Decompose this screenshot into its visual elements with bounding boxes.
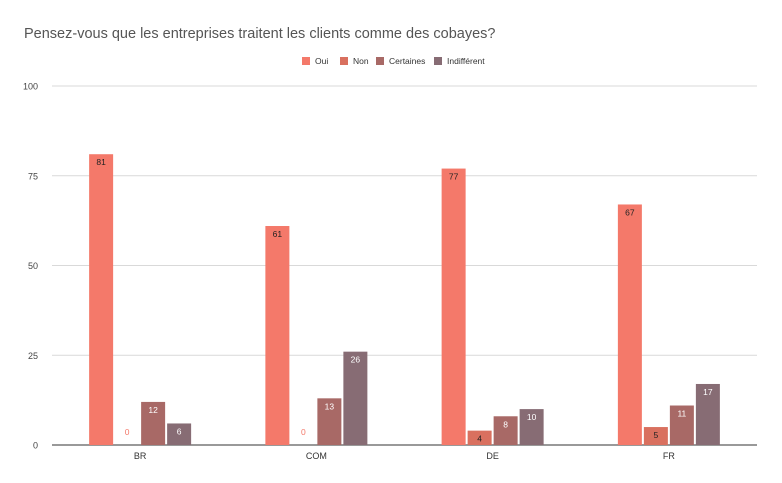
bar	[141, 401, 166, 445]
y-tick-label: 100	[23, 82, 38, 92]
legend-label: Certaines	[389, 56, 425, 66]
data-label: 17	[703, 387, 713, 397]
data-label: 26	[351, 355, 361, 365]
bar	[467, 430, 492, 445]
data-label: 10	[527, 412, 537, 422]
legend-swatch	[302, 57, 310, 65]
legend: Oui Non Certaines Indifférent	[302, 56, 485, 66]
data-label: 11	[677, 409, 686, 419]
data-label: 61	[273, 229, 283, 239]
bar	[669, 405, 694, 445]
legend-label: Indifférent	[447, 56, 485, 66]
legend-label: Non	[353, 56, 369, 66]
bar	[519, 409, 544, 445]
legend-label: Oui	[315, 56, 328, 66]
y-tick-label: 0	[33, 441, 38, 451]
data-label: 5	[654, 430, 659, 440]
data-label: 0	[301, 427, 306, 437]
y-tick-label: 25	[28, 351, 38, 361]
x-tick-label: BR	[134, 451, 147, 461]
bars	[89, 154, 720, 445]
data-label: 67	[625, 207, 635, 217]
data-label: 8	[503, 419, 508, 429]
data-label: 77	[449, 172, 459, 182]
bar	[695, 383, 720, 445]
y-tick-label: 75	[28, 171, 38, 181]
data-label: 4	[477, 434, 482, 444]
bar	[317, 398, 342, 445]
bar	[441, 168, 466, 445]
bar	[89, 154, 114, 445]
y-tick-label: 50	[28, 261, 38, 271]
data-label: 81	[96, 157, 106, 167]
x-tick-label: DE	[486, 451, 499, 461]
x-tick-label: COM	[306, 451, 327, 461]
bar	[617, 204, 642, 445]
data-label: 12	[148, 405, 158, 415]
legend-swatch	[376, 57, 384, 65]
y-axis-ticks: 0 25 50 75 100	[23, 82, 38, 451]
gridlines	[52, 85, 757, 446]
bar	[343, 351, 368, 445]
x-tick-label: FR	[663, 451, 675, 461]
chart-title: Pensez-vous que les entreprises traitent…	[24, 26, 495, 42]
legend-swatch	[340, 57, 348, 65]
data-label: 0	[125, 427, 130, 437]
bar	[643, 427, 668, 445]
x-axis-ticks: BR COM DE FR	[134, 451, 676, 461]
data-label: 6	[177, 426, 182, 436]
data-label: 13	[325, 401, 335, 411]
bar	[167, 423, 192, 445]
bar	[265, 226, 290, 445]
bar	[493, 416, 518, 445]
legend-swatch	[434, 57, 442, 65]
